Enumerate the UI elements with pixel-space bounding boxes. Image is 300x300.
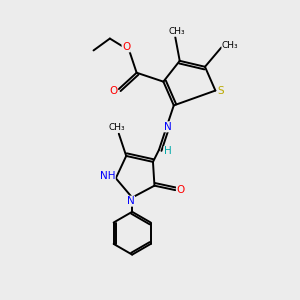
Text: S: S xyxy=(218,85,224,96)
Text: CH₃: CH₃ xyxy=(168,27,185,36)
Text: O: O xyxy=(109,85,118,96)
Text: N: N xyxy=(127,196,135,206)
Text: O: O xyxy=(122,42,130,52)
Text: CH₃: CH₃ xyxy=(109,123,126,132)
Text: H: H xyxy=(164,146,172,157)
Text: N: N xyxy=(164,122,172,132)
Text: NH: NH xyxy=(100,171,115,181)
Text: O: O xyxy=(176,185,185,195)
Text: CH₃: CH₃ xyxy=(222,41,238,50)
